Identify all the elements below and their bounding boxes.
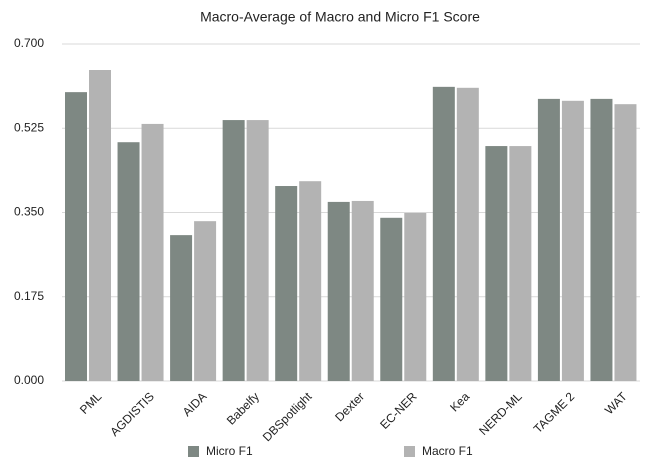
x-tick-label: NERD-ML: [476, 389, 525, 438]
bar: [380, 217, 403, 381]
chart-title: Macro-Average of Macro and Micro F1 Scor…: [200, 9, 480, 25]
bar: [141, 123, 164, 381]
legend-label: Micro F1: [206, 444, 253, 458]
y-tick-label: 0.175: [14, 289, 44, 303]
bar: [590, 98, 613, 381]
bar: [299, 181, 322, 381]
x-tick-label: WAT: [602, 389, 630, 417]
bar: [404, 212, 427, 381]
x-tick-label: EC-NER: [377, 389, 420, 432]
bar: [509, 146, 532, 381]
bar: [561, 100, 584, 382]
x-tick-label: Dexter: [332, 389, 367, 424]
y-tick-label: 0.350: [14, 205, 44, 219]
bar: [117, 142, 140, 381]
bar: [614, 104, 637, 381]
legend-swatch: [188, 446, 199, 457]
bar: [222, 120, 245, 382]
bar: [351, 200, 374, 381]
x-tick-label: Kea: [447, 389, 472, 414]
legend-label: Macro F1: [422, 444, 473, 458]
y-tick-label: 0.700: [14, 36, 44, 50]
x-tick-label: Babelfy: [224, 389, 262, 427]
y-tick-label: 0.000: [14, 373, 44, 387]
x-tick-label: TAGME 2: [531, 389, 578, 436]
bar: [194, 221, 217, 381]
x-tick-label: AGDISTIS: [107, 389, 157, 439]
bar: [327, 201, 350, 381]
x-tick-label: DBSpotlight: [260, 389, 315, 444]
y-tick-label: 0.525: [14, 120, 44, 134]
bar: [89, 69, 111, 382]
bar: [170, 235, 193, 381]
bar: [456, 87, 479, 381]
bar: [537, 98, 560, 381]
bar: [65, 92, 87, 382]
bar: [485, 146, 508, 381]
bar: [432, 86, 455, 382]
legend-swatch: [404, 446, 415, 457]
bar: [246, 120, 269, 382]
bar: [275, 186, 298, 381]
x-tick-label: AIDA: [180, 389, 210, 419]
x-tick-label: PML: [77, 389, 105, 417]
